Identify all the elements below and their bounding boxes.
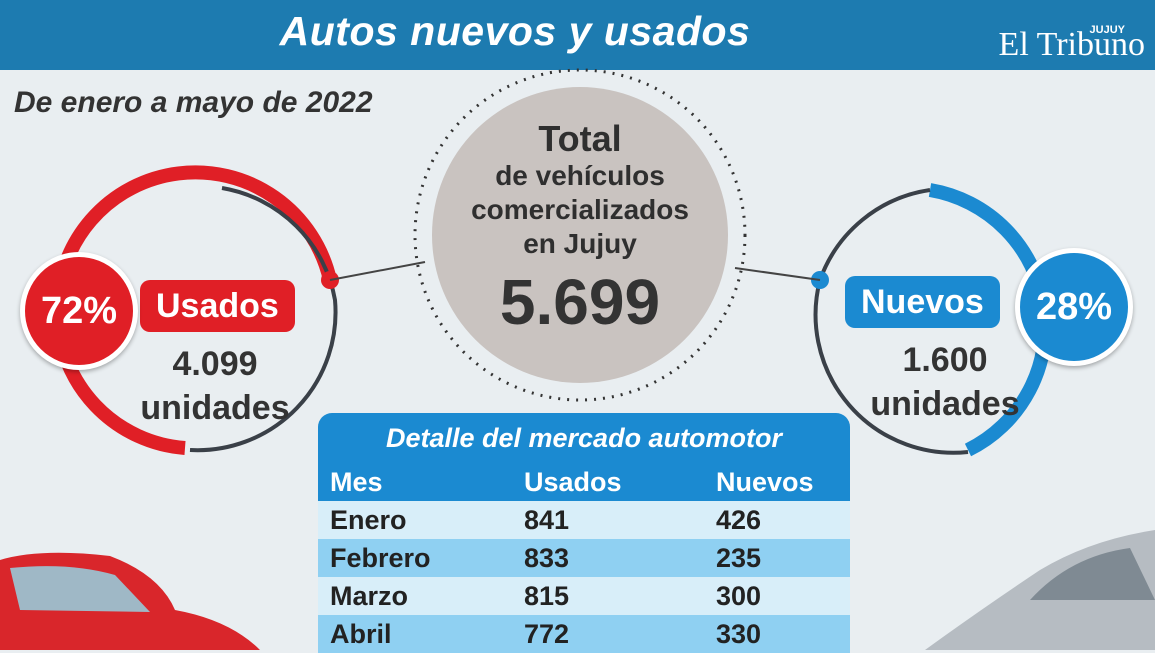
table-cell-month: Abril	[330, 619, 392, 649]
table-cell-month: Febrero	[330, 543, 431, 573]
table-cell-nuevos: 235	[716, 543, 762, 573]
total-value: 5.699	[499, 266, 661, 338]
table-row: Abril 772 330	[318, 615, 850, 653]
table-cell-usados: 815	[524, 581, 570, 611]
nuevos-label: Nuevos	[845, 276, 1000, 328]
usados-ring-arc	[50, 165, 337, 455]
table-cell-nuevos: 426	[716, 505, 762, 535]
table-cell-month: Marzo	[330, 581, 409, 611]
table-row: Febrero 833 235	[318, 539, 850, 577]
market-detail-table: Detalle del mercado automotor Mes Usados…	[318, 413, 850, 653]
usados-percentage: 72%	[20, 252, 138, 370]
table-row: Marzo 815 300	[318, 577, 850, 615]
header-bar: Autos nuevos y usados JUJUY El Tribuno	[0, 0, 1155, 70]
usados-connector-line	[329, 261, 426, 281]
nuevos-units: 1.600 unidades	[860, 338, 1030, 426]
usados-ring-line	[189, 186, 338, 453]
table-cell-nuevos: 330	[716, 619, 762, 649]
total-heading: Total	[538, 118, 622, 159]
nuevos-percentage: 28%	[1015, 248, 1133, 366]
total-circle	[432, 87, 728, 383]
silver-car-window	[1030, 548, 1155, 600]
nuevos-units-label: unidades	[870, 385, 1020, 423]
table-header-row: Mes Usados Nuevos	[318, 463, 850, 501]
nuevos-units-value: 1.600	[902, 341, 988, 379]
table-cell-month: Enero	[330, 505, 407, 535]
table-row: Enero 841 426	[318, 501, 850, 539]
total-panel: Total de vehículos comercializados en Ju…	[435, 95, 725, 338]
table-cell-usados: 772	[524, 619, 570, 649]
usados-label: Usados	[140, 280, 295, 332]
brand-region-tag: JUJUY	[1089, 24, 1125, 36]
date-range-subtitle: De enero a mayo de 2022	[14, 86, 373, 119]
total-text-line: comercializados	[471, 194, 689, 225]
column-header: Usados	[524, 467, 622, 497]
usados-units-label: unidades	[140, 389, 290, 427]
total-dotted-ring	[413, 68, 747, 402]
table-cell-usados: 841	[524, 505, 570, 535]
column-header: Nuevos	[716, 467, 814, 497]
column-header: Mes	[330, 467, 383, 497]
table-cell-usados: 833	[524, 543, 570, 573]
nuevos-connector-line	[734, 267, 821, 281]
total-text-line: en Jujuy	[523, 228, 637, 259]
usados-units: 4.099 unidades	[130, 342, 300, 430]
table-cell-nuevos: 300	[716, 581, 762, 611]
page-title: Autos nuevos y usados	[279, 8, 751, 54]
total-text-line: de vehículos	[495, 160, 665, 191]
table-title: Detalle del mercado automotor	[318, 413, 850, 463]
red-car-window	[10, 566, 150, 612]
brand-logo: El Tribuno	[998, 26, 1145, 63]
usados-units-value: 4.099	[172, 345, 258, 383]
nuevos-ring-line	[813, 188, 969, 455]
